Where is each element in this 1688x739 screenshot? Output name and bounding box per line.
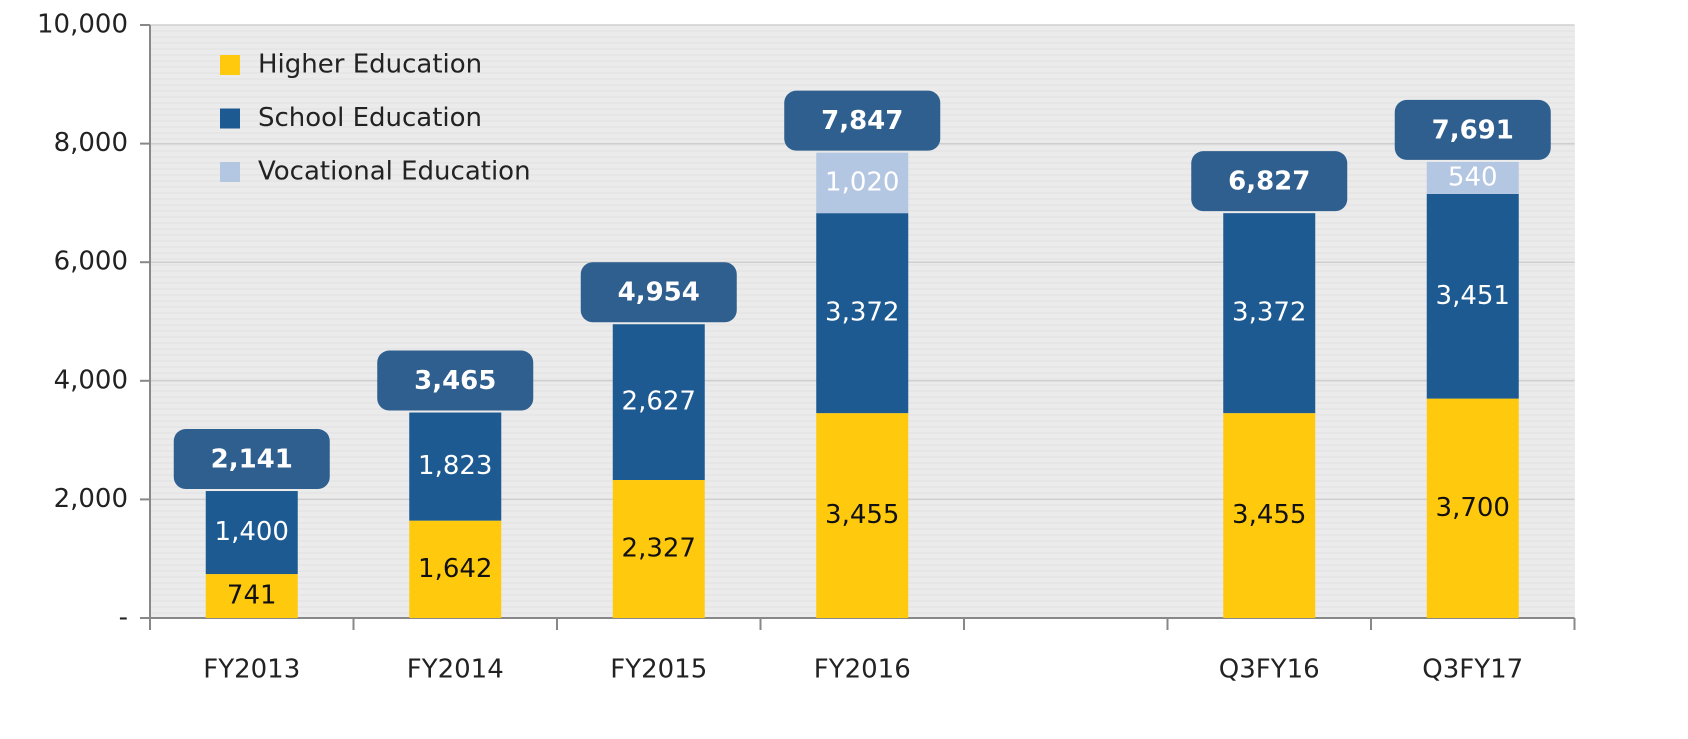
total-box <box>1394 99 1551 160</box>
x-tick-label: FY2013 <box>203 655 300 685</box>
data-label: 3,455 <box>1232 500 1306 530</box>
data-label: 3,451 <box>1436 281 1510 311</box>
data-label: 1,020 <box>825 167 899 197</box>
bar-segment <box>1426 161 1519 194</box>
total-box <box>377 350 534 411</box>
total-label: 4,954 <box>618 278 700 308</box>
x-tick-label: FY2016 <box>814 655 911 685</box>
data-label: 3,700 <box>1436 493 1510 523</box>
legend-swatch <box>220 55 240 75</box>
bar-segment <box>1223 413 1316 618</box>
bar-segment <box>409 412 502 521</box>
data-label: 2,627 <box>622 387 696 417</box>
bar-segment <box>205 491 298 575</box>
legend-label: School Education <box>258 103 482 133</box>
y-tick-label: 2,000 <box>54 484 128 514</box>
data-label: 540 <box>1448 162 1498 192</box>
total-label: 3,465 <box>414 366 496 396</box>
total-box <box>580 262 737 323</box>
legend-label: Vocational Education <box>258 157 531 187</box>
bar-segment <box>612 324 705 481</box>
bar-segment <box>1426 398 1519 618</box>
bar-segment <box>1426 193 1519 399</box>
legend-swatch <box>220 162 240 182</box>
x-tick-label: FY2015 <box>610 655 707 685</box>
data-label: 1,823 <box>418 451 492 481</box>
total-label: 2,141 <box>211 445 293 475</box>
y-tick-label: 6,000 <box>54 247 128 277</box>
bar-segment <box>816 213 909 414</box>
data-label: 3,372 <box>825 298 899 328</box>
y-tick-label: - <box>119 603 128 633</box>
y-tick-label: 8,000 <box>54 128 128 158</box>
data-label: 741 <box>227 581 277 611</box>
total-box <box>1191 151 1348 212</box>
y-tick-label: 10,000 <box>37 10 128 40</box>
data-label: 3,455 <box>825 500 899 530</box>
y-tick-label: 4,000 <box>54 365 128 395</box>
bar-segment <box>1223 213 1316 414</box>
data-label: 1,400 <box>215 517 289 547</box>
bar-segment <box>205 574 298 618</box>
total-label: 7,847 <box>821 106 903 136</box>
x-tick-label: Q3FY17 <box>1422 655 1523 685</box>
total-label: 6,827 <box>1228 167 1310 197</box>
bar-segment <box>409 520 502 618</box>
legend-label: Higher Education <box>258 50 482 80</box>
x-tick-label: Q3FY16 <box>1219 655 1320 685</box>
legend-swatch <box>220 108 240 129</box>
data-label: 1,642 <box>418 554 492 584</box>
total-box <box>784 90 941 151</box>
data-label: 2,327 <box>622 534 696 564</box>
total-box <box>173 429 330 490</box>
bar-segment <box>816 152 909 214</box>
total-label: 7,691 <box>1432 115 1514 145</box>
x-tick-label: FY2014 <box>407 655 504 685</box>
bar-segment <box>816 413 909 618</box>
data-label: 3,372 <box>1232 298 1306 328</box>
bar-segment <box>612 480 705 618</box>
